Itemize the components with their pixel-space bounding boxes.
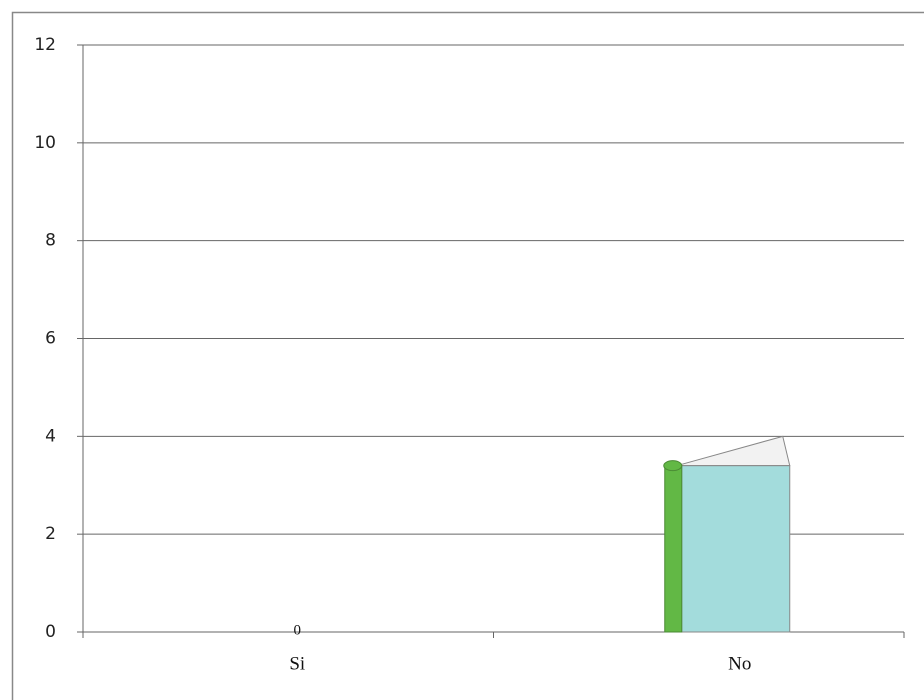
y-tick-label: 8 <box>45 231 56 251</box>
y-tick-label: 12 <box>34 35 56 55</box>
bar <box>663 435 791 633</box>
y-tick-label: 4 <box>45 426 56 446</box>
x-tick-label: Si <box>289 653 305 674</box>
x-tick-label: No <box>728 653 751 674</box>
data-label: 0 <box>294 622 302 638</box>
book-cover <box>681 465 791 633</box>
y-tick-label: 0 <box>45 622 56 642</box>
book-spine <box>664 465 683 633</box>
y-tick-label: 6 <box>45 329 56 349</box>
book-spine-top <box>663 460 683 472</box>
y-tick-label: 2 <box>45 524 56 544</box>
y-tick-label: 10 <box>34 133 56 153</box>
